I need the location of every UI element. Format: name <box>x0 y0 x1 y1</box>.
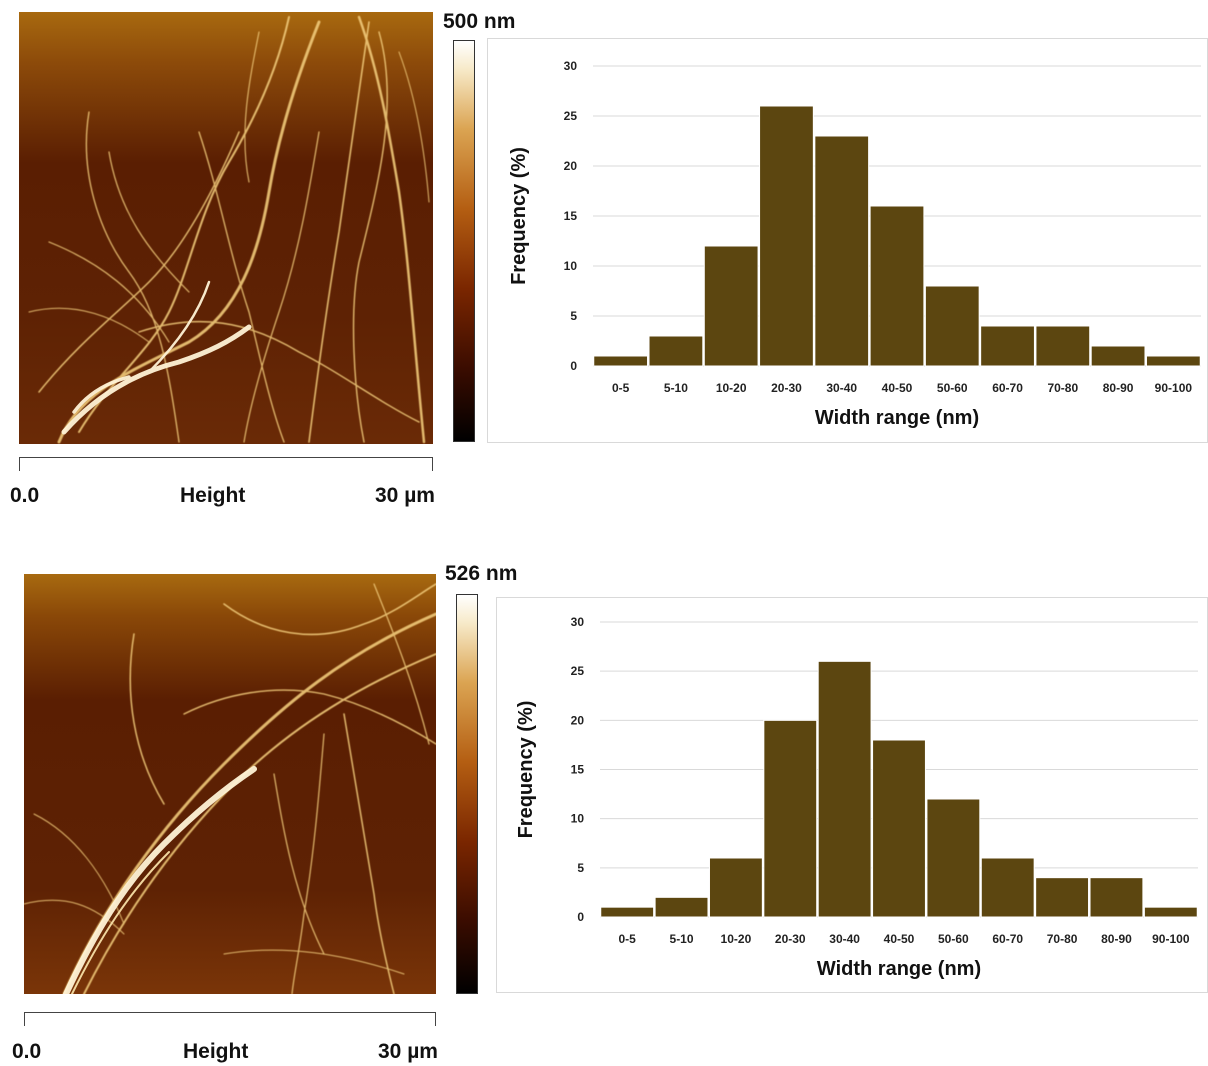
bar-70-80 <box>1035 877 1090 918</box>
bar-0-5 <box>600 906 655 918</box>
x-tick-label: 90-100 <box>1155 381 1193 395</box>
y-tick-label: 25 <box>564 109 578 123</box>
x-tick-label: 60-70 <box>992 381 1023 395</box>
y-tick-label: 10 <box>571 812 585 826</box>
bar-50-60 <box>924 285 980 367</box>
scale-end-label: 30 µm <box>375 484 435 507</box>
bar-60-70 <box>980 857 1035 918</box>
x-tick-label: 90-100 <box>1152 932 1190 946</box>
x-tick-label: 5-10 <box>664 381 688 395</box>
y-tick-label: 0 <box>577 910 584 924</box>
y-tick-label: 20 <box>571 713 585 727</box>
afm-height-image <box>19 12 433 444</box>
colorbar-max-label: 526 nm <box>445 562 518 585</box>
x-tick-label: 70-80 <box>1047 932 1078 946</box>
bar-10-20 <box>708 857 763 918</box>
bar-10-20 <box>703 245 759 367</box>
x-tick-label: 50-60 <box>937 381 968 395</box>
width-histogram: 0 5 10 15 20 25 30 0-5 5-10 10-20 20-30 30-40 40-50 5… <box>508 59 1201 429</box>
scale-title-label: Height <box>183 1040 249 1063</box>
afm-height-image <box>24 574 436 994</box>
bar-90-100 <box>1143 906 1198 918</box>
bar-80-90 <box>1090 345 1146 367</box>
bar-70-80 <box>1035 325 1091 367</box>
y-axis-label: Frequency (%) <box>515 701 537 839</box>
width-histogram-frame: 0 5 10 15 20 25 30 0-5 5-10 10-20 20-30 30-40 40-50 5… <box>496 597 1208 993</box>
height-colorbar <box>456 594 478 994</box>
scale-end-label: 30 µm <box>378 1040 438 1063</box>
bar-30-40 <box>814 135 870 367</box>
panel-1: 500 nm 0.0 Height 30 µm 0 5 10 15 20 25 30 0-5 5… <box>10 10 1208 507</box>
x-tick-label: 30-40 <box>829 932 860 946</box>
x-tick-label: 40-50 <box>884 932 915 946</box>
scale-bar <box>24 1012 436 1026</box>
x-tick-label: 10-20 <box>716 381 747 395</box>
x-axis-label: Width range (nm) <box>817 958 981 980</box>
scale-start-label: 0.0 <box>10 484 40 507</box>
bar-20-30 <box>763 719 818 918</box>
bar-50-60 <box>926 798 981 918</box>
bar-60-70 <box>980 325 1035 367</box>
y-tick-label: 20 <box>564 159 578 173</box>
y-tick-label: 25 <box>571 664 585 678</box>
x-axis-label: Width range (nm) <box>815 407 979 429</box>
x-tick-label: 60-70 <box>992 932 1023 946</box>
bar-30-40 <box>817 660 872 918</box>
width-histogram-frame: 0 5 10 15 20 25 30 0-5 5-10 10-20 20-30 30-40 40-50 5… <box>487 38 1208 443</box>
x-tick-label: 20-30 <box>775 932 806 946</box>
bar-5-10 <box>654 896 709 918</box>
scale-start-label: 0.0 <box>12 1040 42 1063</box>
afm-image-canvas <box>19 12 433 444</box>
x-tick-label: 70-80 <box>1047 381 1078 395</box>
x-tick-label: 30-40 <box>826 381 857 395</box>
colorbar-max-label: 500 nm <box>443 10 516 33</box>
x-tick-label: 5-10 <box>670 932 694 946</box>
y-tick-label: 10 <box>564 259 578 273</box>
bar-80-90 <box>1089 877 1144 918</box>
bar-5-10 <box>648 335 704 367</box>
y-tick-label: 5 <box>577 861 584 875</box>
x-tick-label: 40-50 <box>882 381 913 395</box>
height-colorbar <box>453 40 475 442</box>
y-tick-label: 30 <box>571 615 585 629</box>
panel-2: 526 nm 0.0 Height 30 µm 0 5 10 15 20 25 30 0-5 5… <box>12 562 1208 1063</box>
bar-90-100 <box>1145 355 1201 367</box>
y-tick-label: 15 <box>571 763 585 777</box>
x-tick-label: 50-60 <box>938 932 969 946</box>
x-tick-label: 80-90 <box>1103 381 1134 395</box>
scale-bar <box>19 457 433 471</box>
width-histogram: 0 5 10 15 20 25 30 0-5 5-10 10-20 20-30 30-40 40-50 5… <box>515 615 1198 980</box>
afm-image-canvas <box>24 574 436 994</box>
x-tick-label: 20-30 <box>771 381 802 395</box>
bar-40-50 <box>869 205 925 367</box>
y-tick-label: 5 <box>570 309 577 323</box>
y-tick-label: 0 <box>570 359 577 373</box>
scale-title-label: Height <box>180 484 246 507</box>
x-tick-label: 0-5 <box>612 381 630 395</box>
x-tick-label: 0-5 <box>619 932 637 946</box>
bar-20-30 <box>759 105 814 367</box>
y-tick-label: 30 <box>564 59 578 73</box>
x-tick-label: 10-20 <box>721 932 752 946</box>
y-tick-label: 15 <box>564 209 578 223</box>
bar-0-5 <box>593 355 649 367</box>
bar-40-50 <box>872 739 926 918</box>
y-axis-label: Frequency (%) <box>508 147 530 285</box>
x-tick-label: 80-90 <box>1101 932 1132 946</box>
